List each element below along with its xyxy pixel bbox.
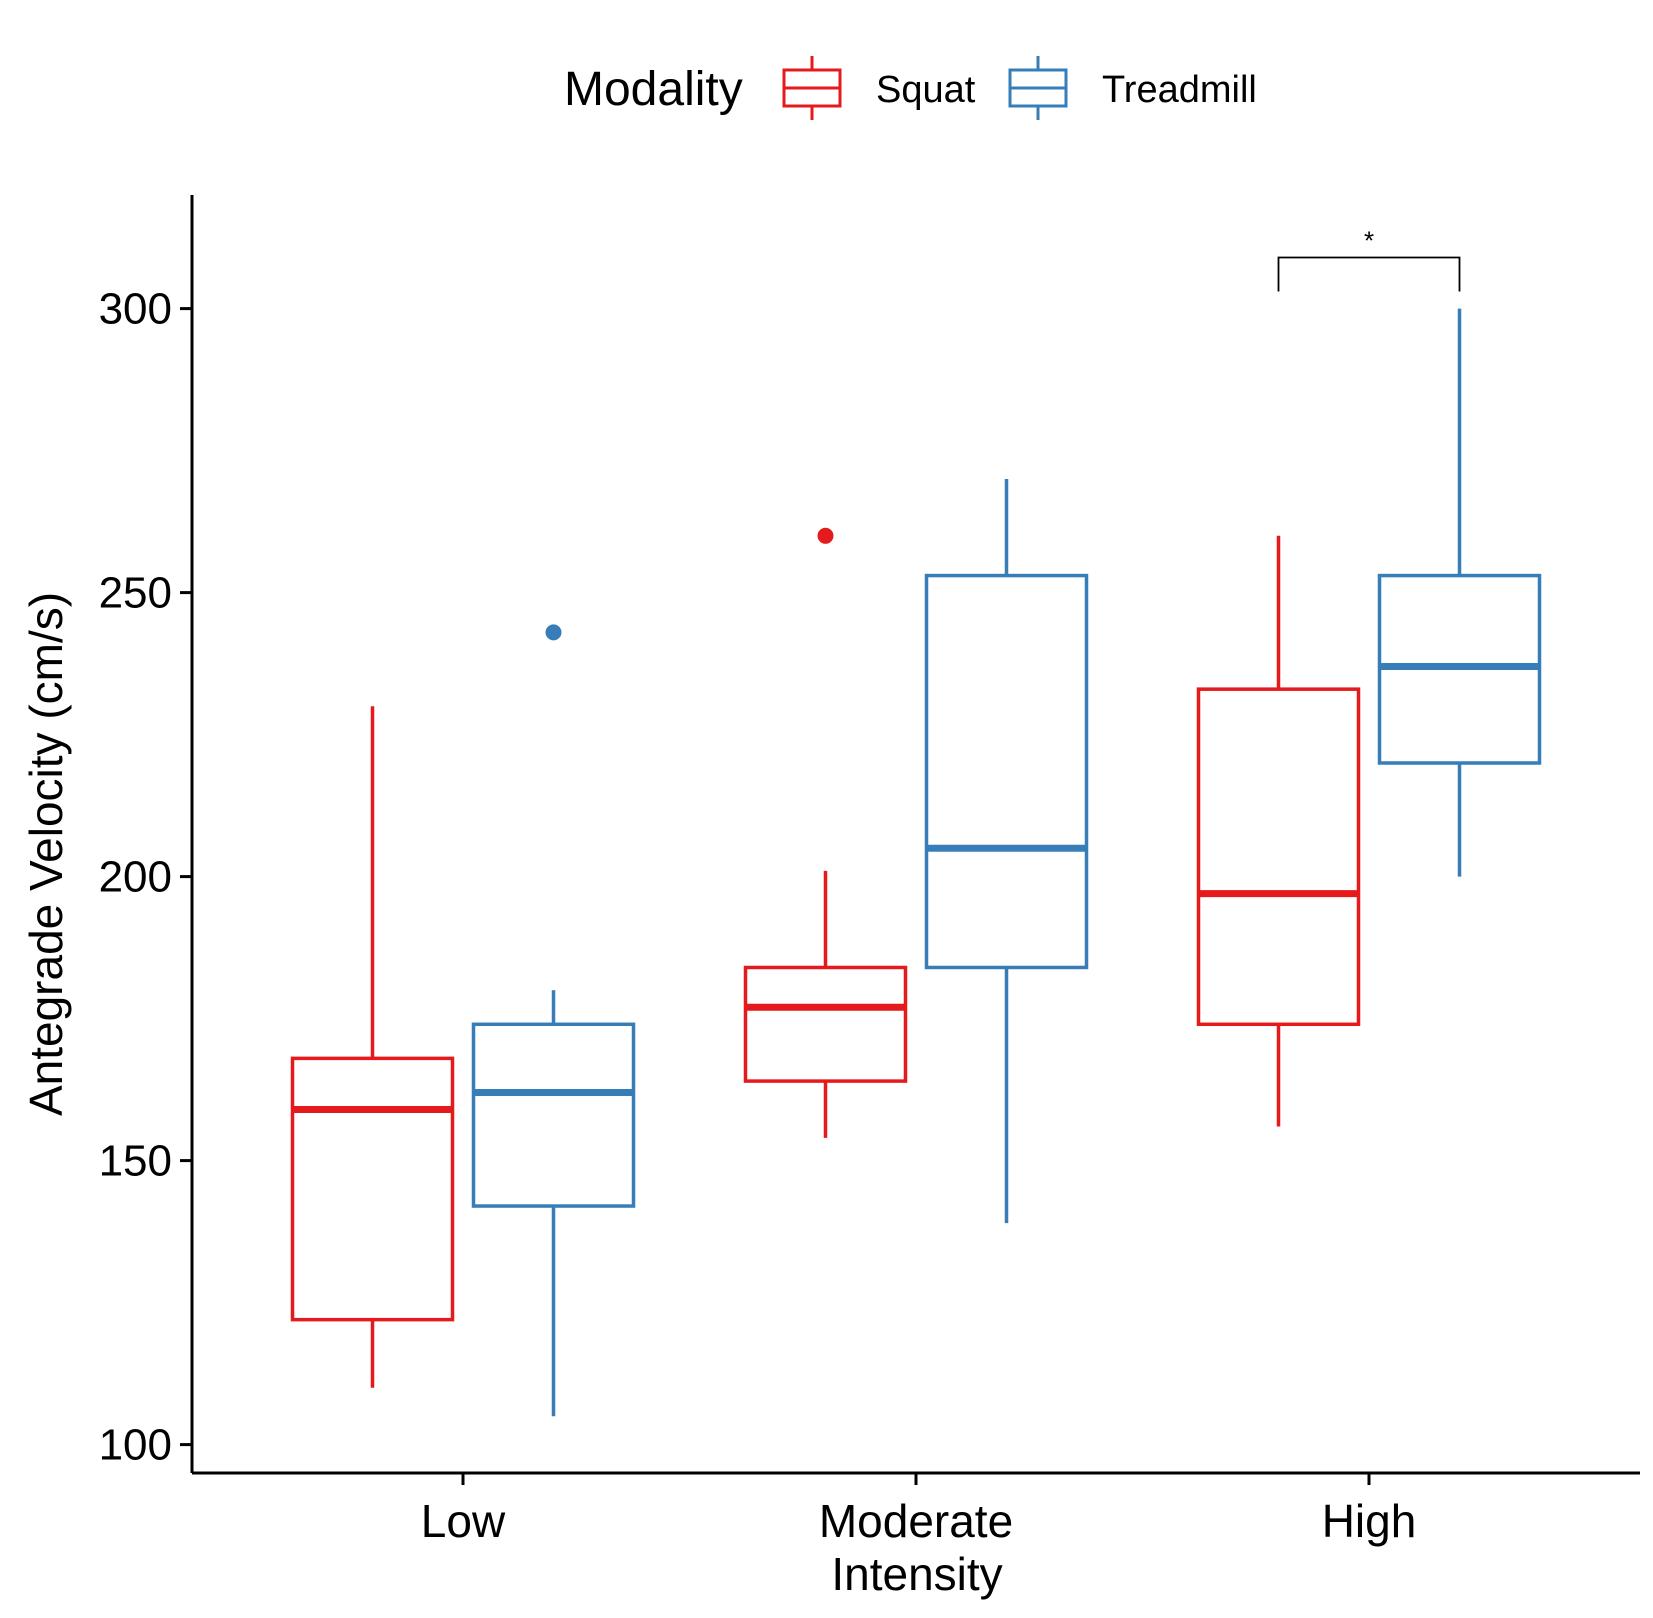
box-treadmill-low <box>471 624 636 1417</box>
legend-title: Modality <box>564 63 743 116</box>
annotations: * <box>1277 225 1461 292</box>
y-tick-label: 150 <box>99 1137 172 1186</box>
box-body <box>471 1022 636 1208</box>
box-squat-moderate <box>743 527 908 1138</box>
box-body <box>290 1056 455 1322</box>
box-body <box>1196 687 1361 1027</box>
x-tick-label: Moderate <box>819 1495 1013 1547</box>
box-treadmill-high <box>1377 308 1542 877</box>
x-axis-title: Intensity <box>831 1548 1002 1600</box>
significance-bracket <box>1277 256 1461 292</box>
outlier-point <box>817 527 834 544</box>
x-tick-label: High <box>1322 1495 1417 1547</box>
legend: Modality Squat Treadmill <box>564 56 1257 120</box>
box-treadmill-moderate <box>924 479 1089 1224</box>
significance-label: * <box>1364 225 1374 255</box>
legend-key-treadmill <box>1008 56 1068 120</box>
legend-label-squat: Squat <box>876 69 976 111</box>
y-tick-label: 300 <box>99 285 172 334</box>
box-squat-low <box>290 706 455 1388</box>
box-squat-high <box>1196 535 1361 1127</box>
outlier-point <box>545 624 562 641</box>
legend-label-treadmill: Treadmill <box>1102 69 1257 111</box>
legend-key-squat <box>782 56 842 120</box>
box-body <box>743 965 908 1083</box>
y-axis-title: Antegrade Velocity (cm/s) <box>20 592 72 1116</box>
x-tick-label: Low <box>421 1495 506 1547</box>
box-body <box>924 573 1089 970</box>
y-tick-label: 200 <box>99 853 172 902</box>
boxes <box>290 308 1542 1417</box>
y-tick-label: 100 <box>99 1421 172 1470</box>
axes: 100 150 200 250 300 Low Moderate High Intensity A… <box>20 195 1640 1600</box>
y-tick-label: 250 <box>99 569 172 618</box>
